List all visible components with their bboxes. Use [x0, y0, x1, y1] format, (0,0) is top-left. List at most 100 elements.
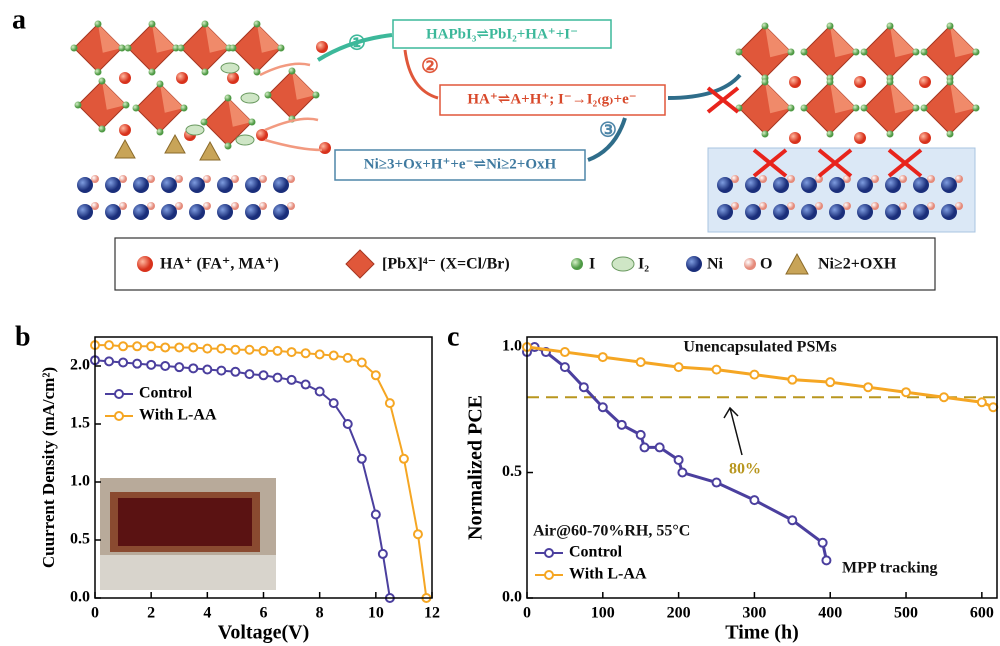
data-point — [119, 342, 127, 350]
nickel — [885, 204, 901, 220]
y-tick-label: 2.0 — [70, 357, 90, 374]
data-point — [316, 350, 324, 358]
iodide — [149, 69, 156, 76]
data-point — [245, 346, 253, 354]
iodide — [123, 102, 130, 109]
iodide — [95, 21, 102, 28]
nickel — [773, 177, 789, 193]
nickel — [941, 177, 957, 193]
x-tick-label: 12 — [424, 605, 440, 622]
data-point — [580, 383, 588, 391]
panel-label: b — [15, 321, 31, 352]
nickel — [857, 204, 873, 220]
iodide — [71, 45, 78, 52]
nickel — [273, 177, 289, 193]
data-point — [231, 346, 239, 354]
ni-oxh — [200, 142, 220, 160]
data-point — [203, 365, 211, 373]
x-tick-label: 100 — [591, 605, 615, 622]
iodide — [201, 119, 208, 126]
data-point — [302, 381, 310, 389]
iodide — [788, 49, 795, 56]
x-tick-label: 8 — [316, 605, 324, 622]
iodide — [313, 92, 320, 99]
y-tick-label: 0.5 — [502, 463, 522, 480]
data-point — [260, 371, 268, 379]
legend-icon — [571, 258, 583, 270]
iodide — [913, 49, 920, 56]
iodide — [225, 95, 232, 102]
nickel — [829, 177, 845, 193]
nickel — [745, 204, 761, 220]
data-point — [189, 364, 197, 372]
iodide — [921, 105, 928, 112]
x-tick-label: 4 — [203, 605, 211, 622]
legend-label: With L-AA — [569, 566, 647, 583]
annotation: MPP tracking — [842, 560, 938, 577]
y-tick-label: 1.0 — [502, 338, 522, 355]
iodide — [947, 79, 954, 86]
x-tick-label: 0 — [91, 605, 99, 622]
x-tick-label: 6 — [260, 605, 268, 622]
reaction: HA⁺⇌A+H⁺; I⁻→I₂₍g₎+e⁻ — [467, 91, 636, 107]
nickel — [801, 177, 817, 193]
iodide — [202, 21, 209, 28]
iodide — [762, 79, 769, 86]
nickel — [885, 177, 901, 193]
iodide — [913, 105, 920, 112]
iodide — [119, 45, 126, 52]
data-point — [819, 539, 827, 547]
data-point — [189, 343, 197, 351]
cation — [316, 41, 328, 53]
data-point — [372, 510, 380, 518]
reaction: HAPbI₃⇌PbI₂+HA⁺+I⁻ — [426, 26, 578, 42]
annotation: Unencapsulated PSMs — [683, 339, 836, 356]
data-point — [750, 496, 758, 504]
schematic — [71, 21, 980, 233]
cation — [319, 142, 331, 154]
data-point — [940, 393, 948, 401]
cross-mark — [708, 88, 738, 112]
annotation: Air@60-70%RH, 55°C — [533, 523, 690, 540]
cation — [119, 72, 131, 84]
nickel — [913, 177, 929, 193]
figure: a HAPbI₃⇌PbI₂+HA⁺+I⁻ HA⁺⇌A+H⁺; I⁻→I₂₍g₎+… — [0, 0, 1000, 646]
nickel — [829, 204, 845, 220]
data-point — [175, 363, 183, 371]
panel-label: a — [12, 4, 26, 35]
nickel — [105, 204, 121, 220]
iodide — [762, 131, 769, 138]
nickel — [745, 177, 761, 193]
data-point — [561, 348, 569, 356]
data-point — [599, 353, 607, 361]
nickel — [133, 204, 149, 220]
iodide — [801, 105, 808, 112]
data-point — [750, 371, 758, 379]
y-tick-label: 0.0 — [502, 589, 522, 606]
data-point — [344, 354, 352, 362]
nickel — [189, 204, 205, 220]
iodide — [181, 105, 188, 112]
data-point — [386, 399, 394, 407]
data-point — [217, 345, 225, 353]
iodide — [788, 105, 795, 112]
legend-text: I — [589, 256, 595, 273]
y-axis-label: Cuurrent Density (mA/cm²) — [39, 367, 58, 568]
annotation-arrow — [724, 408, 742, 455]
iodide — [133, 105, 140, 112]
legend-label: With L-AA — [139, 407, 217, 424]
y-tick-label: 0.5 — [70, 531, 90, 548]
data-point — [864, 383, 872, 391]
legend-text: HA⁺ (FA⁺, MA⁺) — [160, 256, 279, 273]
nickel — [133, 177, 149, 193]
iodide — [801, 49, 808, 56]
nickel — [857, 177, 873, 193]
y-axis-label: Normalized PCE — [465, 395, 487, 540]
x-tick-label: 200 — [667, 605, 691, 622]
x-tick-label: 600 — [970, 605, 994, 622]
data-point — [902, 388, 910, 396]
iodide — [278, 45, 285, 52]
data-point — [105, 357, 113, 365]
nickel — [245, 177, 261, 193]
x-tick-label: 400 — [818, 605, 842, 622]
